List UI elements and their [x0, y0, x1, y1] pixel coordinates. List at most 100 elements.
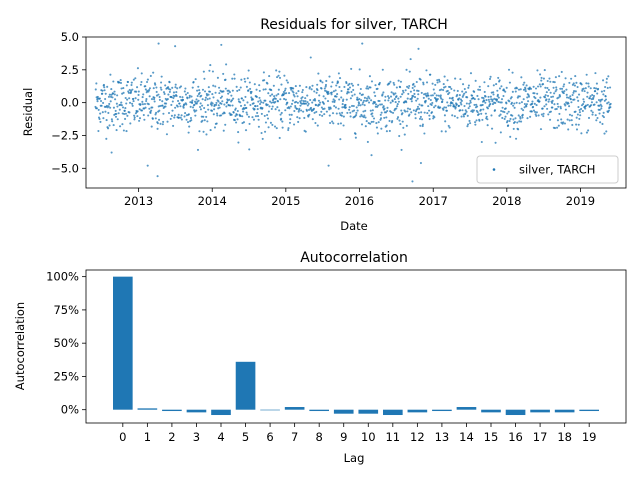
residual-point: [587, 82, 590, 85]
residual-point: [300, 99, 303, 102]
residual-point: [309, 98, 312, 102]
residual-point: [484, 101, 487, 104]
residual-point: [311, 118, 314, 121]
residual-point: [131, 104, 134, 107]
residual-point: [388, 82, 391, 85]
residual-point: [133, 114, 136, 117]
residual-point: [168, 90, 171, 93]
residual-point: [103, 86, 106, 89]
autocorrelation-x-tick-label: 3: [193, 430, 200, 444]
residual-point: [327, 90, 330, 93]
residual-point: [346, 111, 349, 114]
residual-point: [256, 104, 259, 108]
residual-point: [387, 96, 391, 100]
residual-point: [207, 86, 210, 89]
residual-point: [390, 91, 393, 94]
residual-point: [210, 104, 213, 107]
residual-point: [388, 129, 391, 132]
residual-point: [380, 103, 383, 106]
residual-point: [270, 89, 273, 92]
residual-point: [119, 79, 122, 82]
autocorrelation-bar-lag-4: [211, 409, 231, 416]
residual-point: [535, 111, 538, 114]
autocorrelation-x-tick-label: 10: [361, 430, 376, 444]
residual-point: [179, 95, 182, 98]
residual-point: [268, 75, 271, 78]
residual-point: [104, 110, 107, 113]
residual-point: [101, 111, 104, 114]
residual-point: [459, 78, 462, 81]
residual-point: [429, 98, 432, 102]
residual-point: [416, 97, 419, 100]
residual-point: [409, 90, 412, 93]
residual-point: [495, 83, 498, 86]
residual-point: [199, 102, 202, 105]
residual-point: [313, 90, 316, 93]
residual-point: [507, 110, 510, 113]
residual-point: [200, 94, 203, 97]
residual-point: [487, 95, 490, 98]
residual-point: [468, 105, 471, 108]
residual-point: [253, 108, 256, 111]
residual-point: [124, 96, 127, 100]
residual-point: [590, 104, 593, 107]
residual-point: [275, 69, 278, 72]
residual-point: [538, 100, 541, 103]
residual-point: [366, 99, 369, 102]
residual-point: [198, 130, 201, 133]
residuals-y-tick-label: 2.5: [61, 63, 79, 77]
residual-point: [201, 104, 204, 107]
residual-point: [237, 131, 240, 134]
residual-point: [273, 95, 276, 98]
residual-point: [500, 85, 503, 88]
residual-point: [302, 110, 305, 113]
residual-point: [335, 84, 338, 87]
residual-point: [577, 123, 580, 126]
residual-point: [324, 85, 327, 88]
residual-point: [237, 98, 240, 101]
residual-point: [122, 87, 125, 90]
residual-point: [111, 120, 114, 123]
residual-point: [568, 119, 571, 122]
residual-point: [459, 109, 462, 112]
residual-point: [534, 110, 537, 114]
residual-point: [253, 83, 256, 86]
residual-point: [312, 107, 316, 110]
residual-point: [340, 96, 343, 99]
autocorrelation-bar-lag-13: [432, 409, 452, 412]
residual-point: [138, 119, 141, 122]
residual-point: [107, 127, 110, 130]
residual-point: [606, 86, 609, 90]
residual-point: [244, 129, 248, 132]
residual-point: [110, 88, 113, 91]
residual-point: [423, 132, 426, 135]
autocorrelation-bar-lag-2: [162, 409, 182, 412]
residual-point: [324, 83, 328, 86]
residual-point: [336, 93, 339, 96]
residual-point: [165, 133, 168, 136]
residual-point: [408, 84, 411, 88]
residual-point: [138, 108, 141, 111]
residual-point: [214, 91, 217, 94]
residual-point: [158, 96, 161, 99]
autocorrelation-x-tick-label: 0: [119, 430, 126, 444]
residual-point: [391, 100, 394, 103]
residual-point: [496, 89, 499, 92]
residual-point: [347, 88, 350, 91]
residual-point: [542, 77, 545, 80]
residual-point: [299, 104, 302, 107]
residual-point: [396, 117, 399, 120]
residual-point: [602, 79, 605, 82]
residual-point: [506, 119, 509, 123]
residual-point: [317, 99, 321, 102]
residual-point: [279, 113, 282, 116]
residual-point: [213, 126, 217, 129]
residual-point: [120, 87, 123, 90]
residual-point: [411, 96, 414, 99]
residual-point: [413, 89, 416, 92]
residual-point: [304, 100, 307, 103]
residuals-plot-frame: [85, 36, 627, 189]
residual-point: [292, 87, 295, 90]
residual-point: [120, 101, 123, 104]
